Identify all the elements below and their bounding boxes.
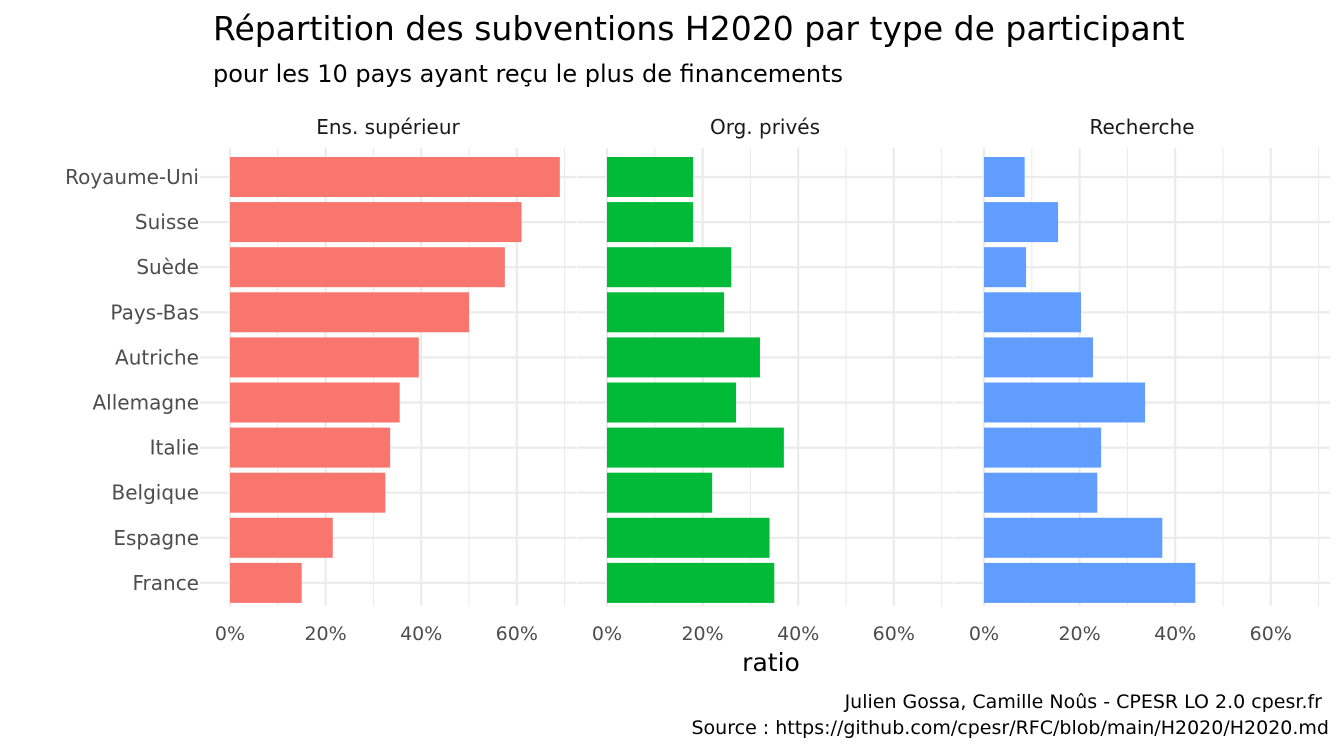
bar-Recherche-Royaume-Uni: [984, 157, 1025, 197]
chart-subtitle: pour les 10 pays ayant reçu le plus de f…: [213, 60, 843, 88]
chart-title: Répartition des subventions H2020 par ty…: [213, 9, 1185, 48]
bar-Recherche-Italie: [984, 427, 1102, 468]
bar-Org. privés-Pays-Bas: [607, 292, 725, 333]
y-tick-label: France: [132, 571, 199, 595]
bar-Recherche-Autriche: [984, 337, 1093, 378]
bar-Ens. supérieur-Pays-Bas: [230, 292, 469, 333]
bar-Ens. supérieur-Royaume-Uni: [230, 157, 560, 197]
y-tick-label: Royaume-Uni: [65, 165, 199, 189]
facet-panel-1: 0% 20% 40% 60% Ens. supérieur: [200, 115, 576, 645]
y-tick-label: Autriche: [115, 345, 199, 369]
caption-credits: Julien Gossa, Camille Noûs - CPESR LO 2.…: [844, 691, 1323, 713]
category-axis-labels: Royaume-Uni Suisse Suède Pays-Bas Autriche Al…: [65, 165, 199, 595]
facet-strip-label: Org. privés: [710, 115, 820, 139]
bar-Org. privés-Allemagne: [607, 382, 737, 423]
y-tick-label: Allemagne: [92, 391, 199, 415]
bar-Ens. supérieur-Suisse: [230, 202, 522, 243]
bar-Org. privés-Suède: [607, 247, 732, 288]
x-tick-label: 40%: [1154, 623, 1196, 645]
x-tick-label: 0%: [969, 623, 999, 645]
bar-Recherche-Allemagne: [984, 382, 1146, 423]
x-tick-label: 0%: [592, 623, 622, 645]
facet-panel-2: 0% 20% 40% 60% Org. privés: [577, 115, 953, 645]
x-tick-label: 60%: [496, 623, 538, 645]
bar-Recherche-Belgique: [984, 472, 1098, 513]
x-tick-label: 20%: [1058, 623, 1100, 645]
x-tick-label: 20%: [681, 623, 723, 645]
facet-strip-label: Ens. supérieur: [316, 115, 460, 139]
caption-source: Source : https://github.com/cpesr/RFC/bl…: [692, 717, 1330, 739]
bar-Org. privés-Autriche: [607, 337, 760, 378]
bar-Org. privés-Suisse: [607, 202, 694, 243]
bar-Org. privés-Belgique: [607, 472, 713, 513]
bar-Org. privés-Italie: [607, 427, 784, 468]
bar-Ens. supérieur-France: [230, 562, 302, 603]
facet-panel-3: 0% 20% 40% 60% Recherche: [954, 115, 1330, 645]
bar-Ens. supérieur-Espagne: [230, 517, 333, 558]
x-tick-label: 40%: [777, 623, 819, 645]
y-tick-label: Suède: [136, 255, 199, 279]
bar-Recherche-Suisse: [984, 202, 1059, 243]
x-tick-label: 60%: [1250, 623, 1292, 645]
x-tick-label: 20%: [304, 623, 346, 645]
bar-Recherche-France: [984, 562, 1196, 603]
y-tick-label: Espagne: [113, 526, 199, 550]
bar-Org. privés-France: [607, 562, 775, 603]
x-tick-label: 40%: [400, 623, 442, 645]
x-tick-label: 0%: [215, 623, 245, 645]
y-tick-label: Italie: [150, 436, 199, 460]
y-tick-label: Suisse: [135, 210, 199, 234]
facet-strip-label: Recherche: [1089, 115, 1194, 139]
bar-Ens. supérieur-Suède: [230, 247, 505, 288]
bar-Org. privés-Espagne: [607, 517, 770, 558]
facet-panels: 0% 20% 40% 60% Ens. supérieur 0% 20% 40% 60% Org.…: [200, 115, 1330, 645]
y-tick-label: Pays-Bas: [110, 300, 199, 324]
bar-Ens. supérieur-Autriche: [230, 337, 419, 378]
x-axis-title: ratio: [742, 648, 800, 677]
bar-Recherche-Suède: [984, 247, 1027, 288]
bar-Ens. supérieur-Allemagne: [230, 382, 400, 423]
bar-Recherche-Pays-Bas: [984, 292, 1082, 333]
bar-Recherche-Espagne: [984, 517, 1163, 558]
x-tick-label: 60%: [873, 623, 915, 645]
bar-Ens. supérieur-Italie: [230, 427, 391, 468]
y-tick-label: Belgique: [111, 481, 199, 505]
bar-Ens. supérieur-Belgique: [230, 472, 386, 513]
bar-Org. privés-Royaume-Uni: [607, 157, 694, 197]
